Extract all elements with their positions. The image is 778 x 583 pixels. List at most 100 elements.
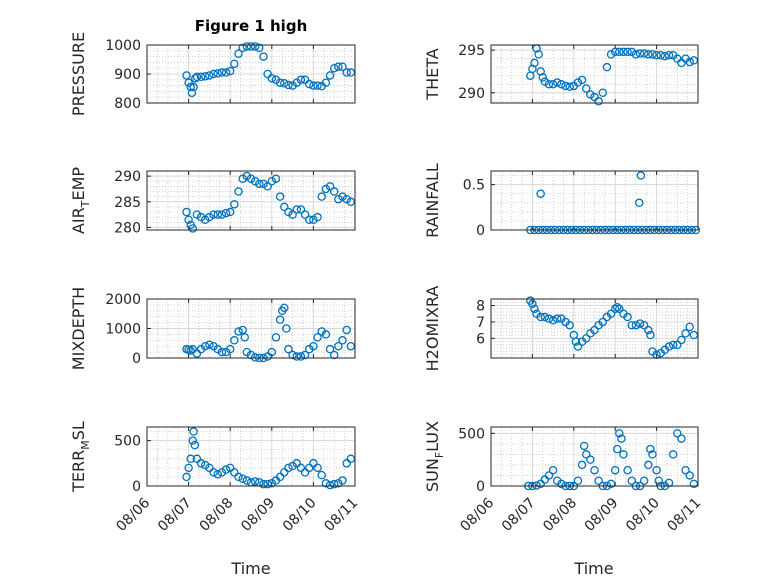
data-point-sun_flux <box>590 465 599 475</box>
data-point-air_temp <box>209 210 218 219</box>
axes-box <box>490 298 699 359</box>
data-point-terr_msl <box>242 476 252 485</box>
data-point-h2omixra <box>530 304 539 314</box>
data-point-mixdepth <box>234 327 243 336</box>
data-point-pressure <box>342 68 351 77</box>
data-point-air_temp <box>317 192 326 201</box>
data-point-theta <box>615 47 624 57</box>
data-point-theta <box>540 77 550 86</box>
y-tick-label: 290 <box>458 86 485 102</box>
data-point-terr_msl <box>317 470 326 480</box>
data-point-h2omixra <box>681 329 690 338</box>
data-point-pressure <box>221 68 231 77</box>
data-point-theta <box>598 88 608 98</box>
y-tick-label: 290 <box>114 169 141 185</box>
y-axis-label-h2omixra: H2OMIXRA <box>423 286 442 372</box>
data-point-air_temp <box>329 187 339 196</box>
data-point-mixdepth <box>246 350 256 360</box>
y-tick-label: 0.5 <box>463 178 485 194</box>
data-point-terr_msl <box>186 454 195 464</box>
data-point-air_temp <box>263 182 272 191</box>
x-tick-label: 08/09 <box>238 495 278 535</box>
subplot-title: Figure 1 high <box>195 17 308 35</box>
data-point-pressure <box>209 69 218 79</box>
x-tick-label: 08/06 <box>113 495 153 535</box>
axes-box <box>146 170 356 231</box>
y-tick-label: 900 <box>114 67 141 83</box>
subplot-sun_flux: 0 500 08/06 08/07 08/08 08/09 08/10 08/11 SUNFLU… <box>423 421 704 535</box>
y-tick-label: 1000 <box>105 322 141 338</box>
data-point-h2omixra <box>689 330 699 340</box>
data-point-terr_msl <box>190 440 200 450</box>
data-point-terr_msl <box>263 479 272 489</box>
data-point-pressure <box>284 80 293 90</box>
data-point-sun_flux <box>548 465 558 475</box>
data-point-pressure <box>189 82 198 92</box>
data-point-h2omixra <box>635 319 645 328</box>
data-point-terr_msl <box>284 463 293 473</box>
data-point-sun_flux <box>579 441 589 451</box>
data-point-terr_msl <box>325 480 335 490</box>
data-point-sun_flux <box>557 479 566 489</box>
data-point-h2omixra <box>565 320 574 330</box>
data-point-sun_flux <box>532 481 541 490</box>
data-point-air_temp <box>304 215 314 224</box>
data-point-sun_flux <box>677 434 686 443</box>
subplot-air_temp: 280 285 290 AIRTEMP <box>69 167 356 236</box>
data-point-terr_msl <box>225 463 235 473</box>
x-tick-label: 08/11 <box>664 495 704 535</box>
data-point-terr_msl <box>334 479 343 488</box>
y-tick-label: 6 <box>476 331 485 347</box>
data-point-air_temp <box>182 207 191 217</box>
data-point-air_temp <box>296 205 306 214</box>
data-point-air_temp <box>238 174 247 183</box>
axes-box <box>146 426 356 487</box>
subplot-theta: 290 295 THETA <box>423 43 699 106</box>
data-point-pressure <box>196 72 206 82</box>
data-point-air_temp <box>313 212 322 222</box>
data-point-terr_msl <box>209 468 218 477</box>
data-point-theta <box>677 58 686 68</box>
data-point-mixdepth <box>205 340 214 349</box>
data-point-theta <box>619 47 628 57</box>
y-tick-label: 0 <box>132 479 141 495</box>
data-point-sun_flux <box>646 444 655 454</box>
data-point-h2omixra <box>644 325 653 335</box>
subplot-rainfall: 0 0.5 RAINFALL <box>423 163 701 239</box>
data-point-h2omixra <box>598 317 608 327</box>
data-point-pressure <box>213 69 222 78</box>
data-point-mixdepth <box>334 341 343 351</box>
data-point-air_temp <box>271 174 281 183</box>
data-point-theta <box>544 79 554 89</box>
data-point-pressure <box>191 74 200 83</box>
data-point-air_temp <box>250 177 260 186</box>
subplot-terr_msl: 0 500 08/06 08/07 08/08 08/09 08/10 08/11 TERRMS… <box>69 421 361 535</box>
data-point-sun_flux <box>627 476 637 485</box>
data-point-terr_msl <box>259 479 268 489</box>
axes-box <box>490 426 699 487</box>
data-point-theta <box>534 50 543 59</box>
data-point-h2omixra <box>528 299 537 309</box>
data-point-pressure <box>242 42 252 51</box>
data-point-pressure <box>187 88 197 98</box>
data-point-theta <box>552 78 562 87</box>
data-point-sun_flux <box>540 475 550 484</box>
data-point-air_temp <box>288 210 297 219</box>
data-point-theta <box>610 47 620 57</box>
data-point-theta <box>660 51 670 61</box>
data-point-air_temp <box>309 215 318 224</box>
data-point-theta <box>689 56 699 65</box>
data-point-mixdepth <box>230 336 239 345</box>
data-point-mixdepth <box>280 303 289 313</box>
data-point-mixdepth <box>292 352 302 361</box>
data-point-sun_flux <box>610 465 620 475</box>
data-point-theta <box>538 73 548 82</box>
data-point-mixdepth <box>321 330 331 339</box>
data-point-terr_msl <box>304 463 314 473</box>
data-point-terr_msl <box>338 476 347 485</box>
data-point-sun_flux <box>577 460 587 470</box>
data-point-terr_msl <box>213 469 222 479</box>
data-point-pressure <box>321 78 331 87</box>
y-tick-label: 500 <box>458 426 485 442</box>
data-point-theta <box>635 49 645 58</box>
